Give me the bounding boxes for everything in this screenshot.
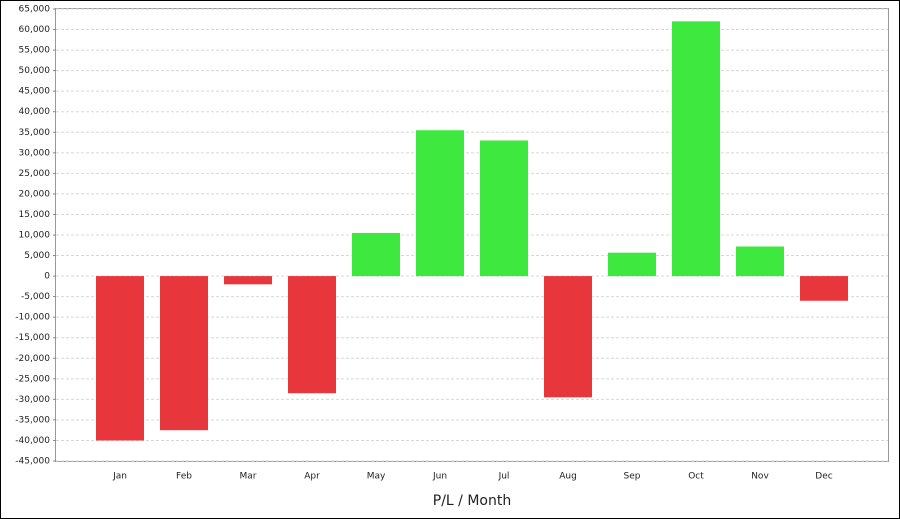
y-tick-label: 65,000 (19, 5, 51, 15)
x-tick-label: Apr (304, 472, 320, 482)
x-tick-label: Aug (559, 472, 577, 482)
y-tick-label: 50,000 (19, 66, 51, 76)
bar (416, 130, 464, 277)
y-tick-label: 5,000 (24, 251, 50, 261)
x-tick-label: Jan (112, 472, 127, 482)
y-tick-label: -45,000 (15, 457, 50, 467)
x-tick-label: Sep (624, 472, 641, 482)
y-tick-label: -30,000 (15, 395, 50, 405)
x-tick-label: Oct (688, 472, 704, 482)
x-axis-label: P/L / Month (433, 493, 511, 509)
y-tick-label: 60,000 (19, 25, 51, 35)
y-tick-label: 0 (44, 272, 50, 282)
y-tick-label: 45,000 (19, 87, 51, 97)
y-tick-label: 35,000 (19, 128, 51, 138)
bar (288, 276, 336, 394)
y-tick-label: 30,000 (19, 148, 51, 158)
y-tick-label: 40,000 (19, 107, 51, 117)
y-tick-label: -25,000 (15, 374, 50, 384)
y-tick-label: 20,000 (19, 189, 51, 199)
y-tick-label: 55,000 (19, 46, 51, 56)
x-tick-label: Feb (176, 472, 192, 482)
y-tick-label: -15,000 (15, 333, 50, 343)
bar (672, 21, 720, 277)
y-tick-label: 15,000 (19, 210, 51, 220)
y-tick-label: 25,000 (19, 169, 51, 179)
bar (96, 276, 144, 441)
bar (352, 232, 400, 277)
x-tick-label: Nov (751, 472, 769, 482)
x-tick-label: Jul (498, 472, 510, 482)
bar (160, 276, 208, 431)
bar (736, 246, 784, 277)
x-tick-label: Mar (240, 472, 257, 482)
bar (480, 140, 528, 277)
bar (608, 252, 656, 277)
x-tick-label: Dec (815, 472, 832, 482)
bar (544, 276, 592, 398)
y-tick-label: -35,000 (15, 415, 50, 425)
y-tick-label: -40,000 (15, 436, 50, 446)
x-tick-label: Jun (432, 472, 447, 482)
bar (224, 276, 272, 285)
y-tick-label: -5,000 (21, 292, 50, 302)
bar (800, 276, 848, 301)
y-tick-label: 10,000 (19, 231, 51, 241)
y-tick-label: -20,000 (15, 354, 50, 364)
y-tick-label: -10,000 (15, 313, 50, 323)
x-tick-label: May (367, 472, 386, 482)
